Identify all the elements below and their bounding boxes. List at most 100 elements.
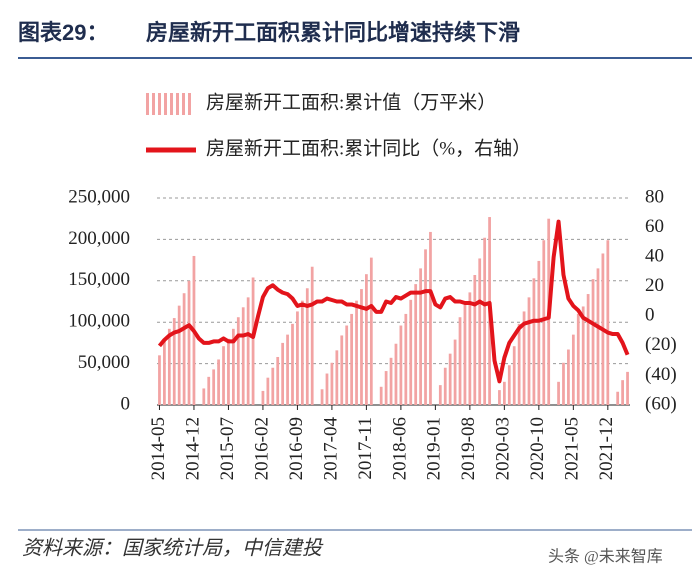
bar (369, 257, 373, 405)
bar (212, 369, 216, 405)
y2-tick-label: (40) (645, 364, 677, 385)
bar (581, 306, 585, 405)
bar (187, 280, 191, 405)
x-tick-label: 2020-03 (493, 417, 514, 480)
source: 资料来源：国家统计局，中信建投 (22, 538, 324, 560)
bar (231, 328, 235, 405)
bar (517, 323, 521, 405)
bar (576, 313, 580, 405)
x-tick-label: 2015-07 (217, 417, 238, 480)
x-tick-label: 2017-04 (320, 417, 341, 481)
bar (271, 367, 275, 405)
bar (305, 288, 309, 405)
bar (158, 355, 161, 405)
bar (330, 362, 334, 405)
bar (409, 299, 413, 405)
legend-swatch (146, 93, 149, 115)
bar (414, 284, 418, 405)
bar (384, 371, 388, 405)
x-tick-label: 2019-08 (458, 417, 479, 480)
y2-tick-label: (60) (645, 393, 677, 414)
bar (438, 385, 442, 405)
bar (379, 386, 383, 405)
bar (207, 376, 211, 405)
bar (562, 362, 565, 405)
bar (621, 380, 624, 405)
bar (591, 279, 595, 405)
bar (182, 293, 186, 405)
bar (522, 311, 526, 405)
x-tick-label: 2017-11 (355, 417, 376, 480)
bar (246, 297, 250, 405)
bar (527, 297, 531, 405)
y2-tick-label: 60 (645, 216, 664, 237)
bar (458, 317, 462, 405)
bar (360, 289, 363, 405)
bar (286, 334, 289, 405)
bar (167, 328, 171, 405)
bar (532, 278, 536, 405)
bar (236, 317, 240, 405)
x-tick-label: 2020-10 (527, 417, 548, 480)
bar (281, 342, 285, 405)
bar (507, 365, 511, 405)
bar (394, 343, 398, 405)
legend-swatch (182, 93, 185, 115)
bar (404, 313, 408, 405)
legend-label: 房屋新开工面积:累计值（万平米） (206, 91, 496, 113)
bar (389, 357, 393, 405)
legend-swatch (158, 93, 161, 115)
y-tick-label: 100,000 (68, 311, 130, 332)
x-tick-label: 2016-09 (286, 417, 307, 480)
bar (512, 346, 516, 405)
bar (448, 353, 452, 405)
bar (468, 292, 472, 405)
y2-tick-label: 40 (645, 246, 664, 267)
y-tick-label: 0 (121, 393, 131, 414)
bar (478, 258, 482, 405)
bar (498, 390, 501, 405)
y2-tick-label: 0 (645, 305, 655, 326)
line (157, 219, 630, 384)
bar (241, 307, 245, 405)
y-tick-label: 150,000 (68, 269, 130, 290)
bar (483, 237, 487, 405)
bar (557, 381, 560, 405)
bar (443, 367, 447, 405)
x-tick-label: 2018-06 (389, 417, 410, 480)
legend-swatch (164, 93, 167, 115)
y2-tick-label: (20) (645, 334, 677, 355)
bar (606, 240, 610, 405)
legend-swatch (170, 93, 173, 115)
x-tick-label: 2021-05 (562, 417, 583, 480)
bar (340, 335, 344, 405)
bar (596, 268, 600, 405)
y2-tick-label: 80 (645, 186, 664, 207)
bar (567, 349, 570, 405)
bar (335, 350, 339, 405)
bar (473, 275, 477, 405)
bar (365, 274, 368, 405)
bar (537, 260, 541, 405)
bar (453, 339, 457, 405)
watermark: 头条 @未来智库 (548, 548, 663, 566)
legend-swatch (188, 93, 191, 115)
bar (424, 249, 427, 405)
bar (355, 300, 358, 405)
bar (626, 371, 629, 405)
bar (261, 390, 265, 405)
bar (542, 240, 546, 405)
y-tick-label: 250,000 (68, 186, 130, 207)
y2-tick-label: 20 (645, 275, 664, 296)
bar (345, 325, 349, 405)
bar (310, 266, 314, 405)
figure-label: 图表29： (18, 20, 108, 45)
x-tick-label: 2014-05 (148, 417, 169, 480)
bar (586, 294, 590, 405)
y-tick-label: 200,000 (68, 228, 130, 249)
x-tick-label: 2021-12 (596, 417, 617, 480)
bar (227, 338, 230, 405)
bar (296, 311, 299, 405)
bar (217, 359, 220, 405)
